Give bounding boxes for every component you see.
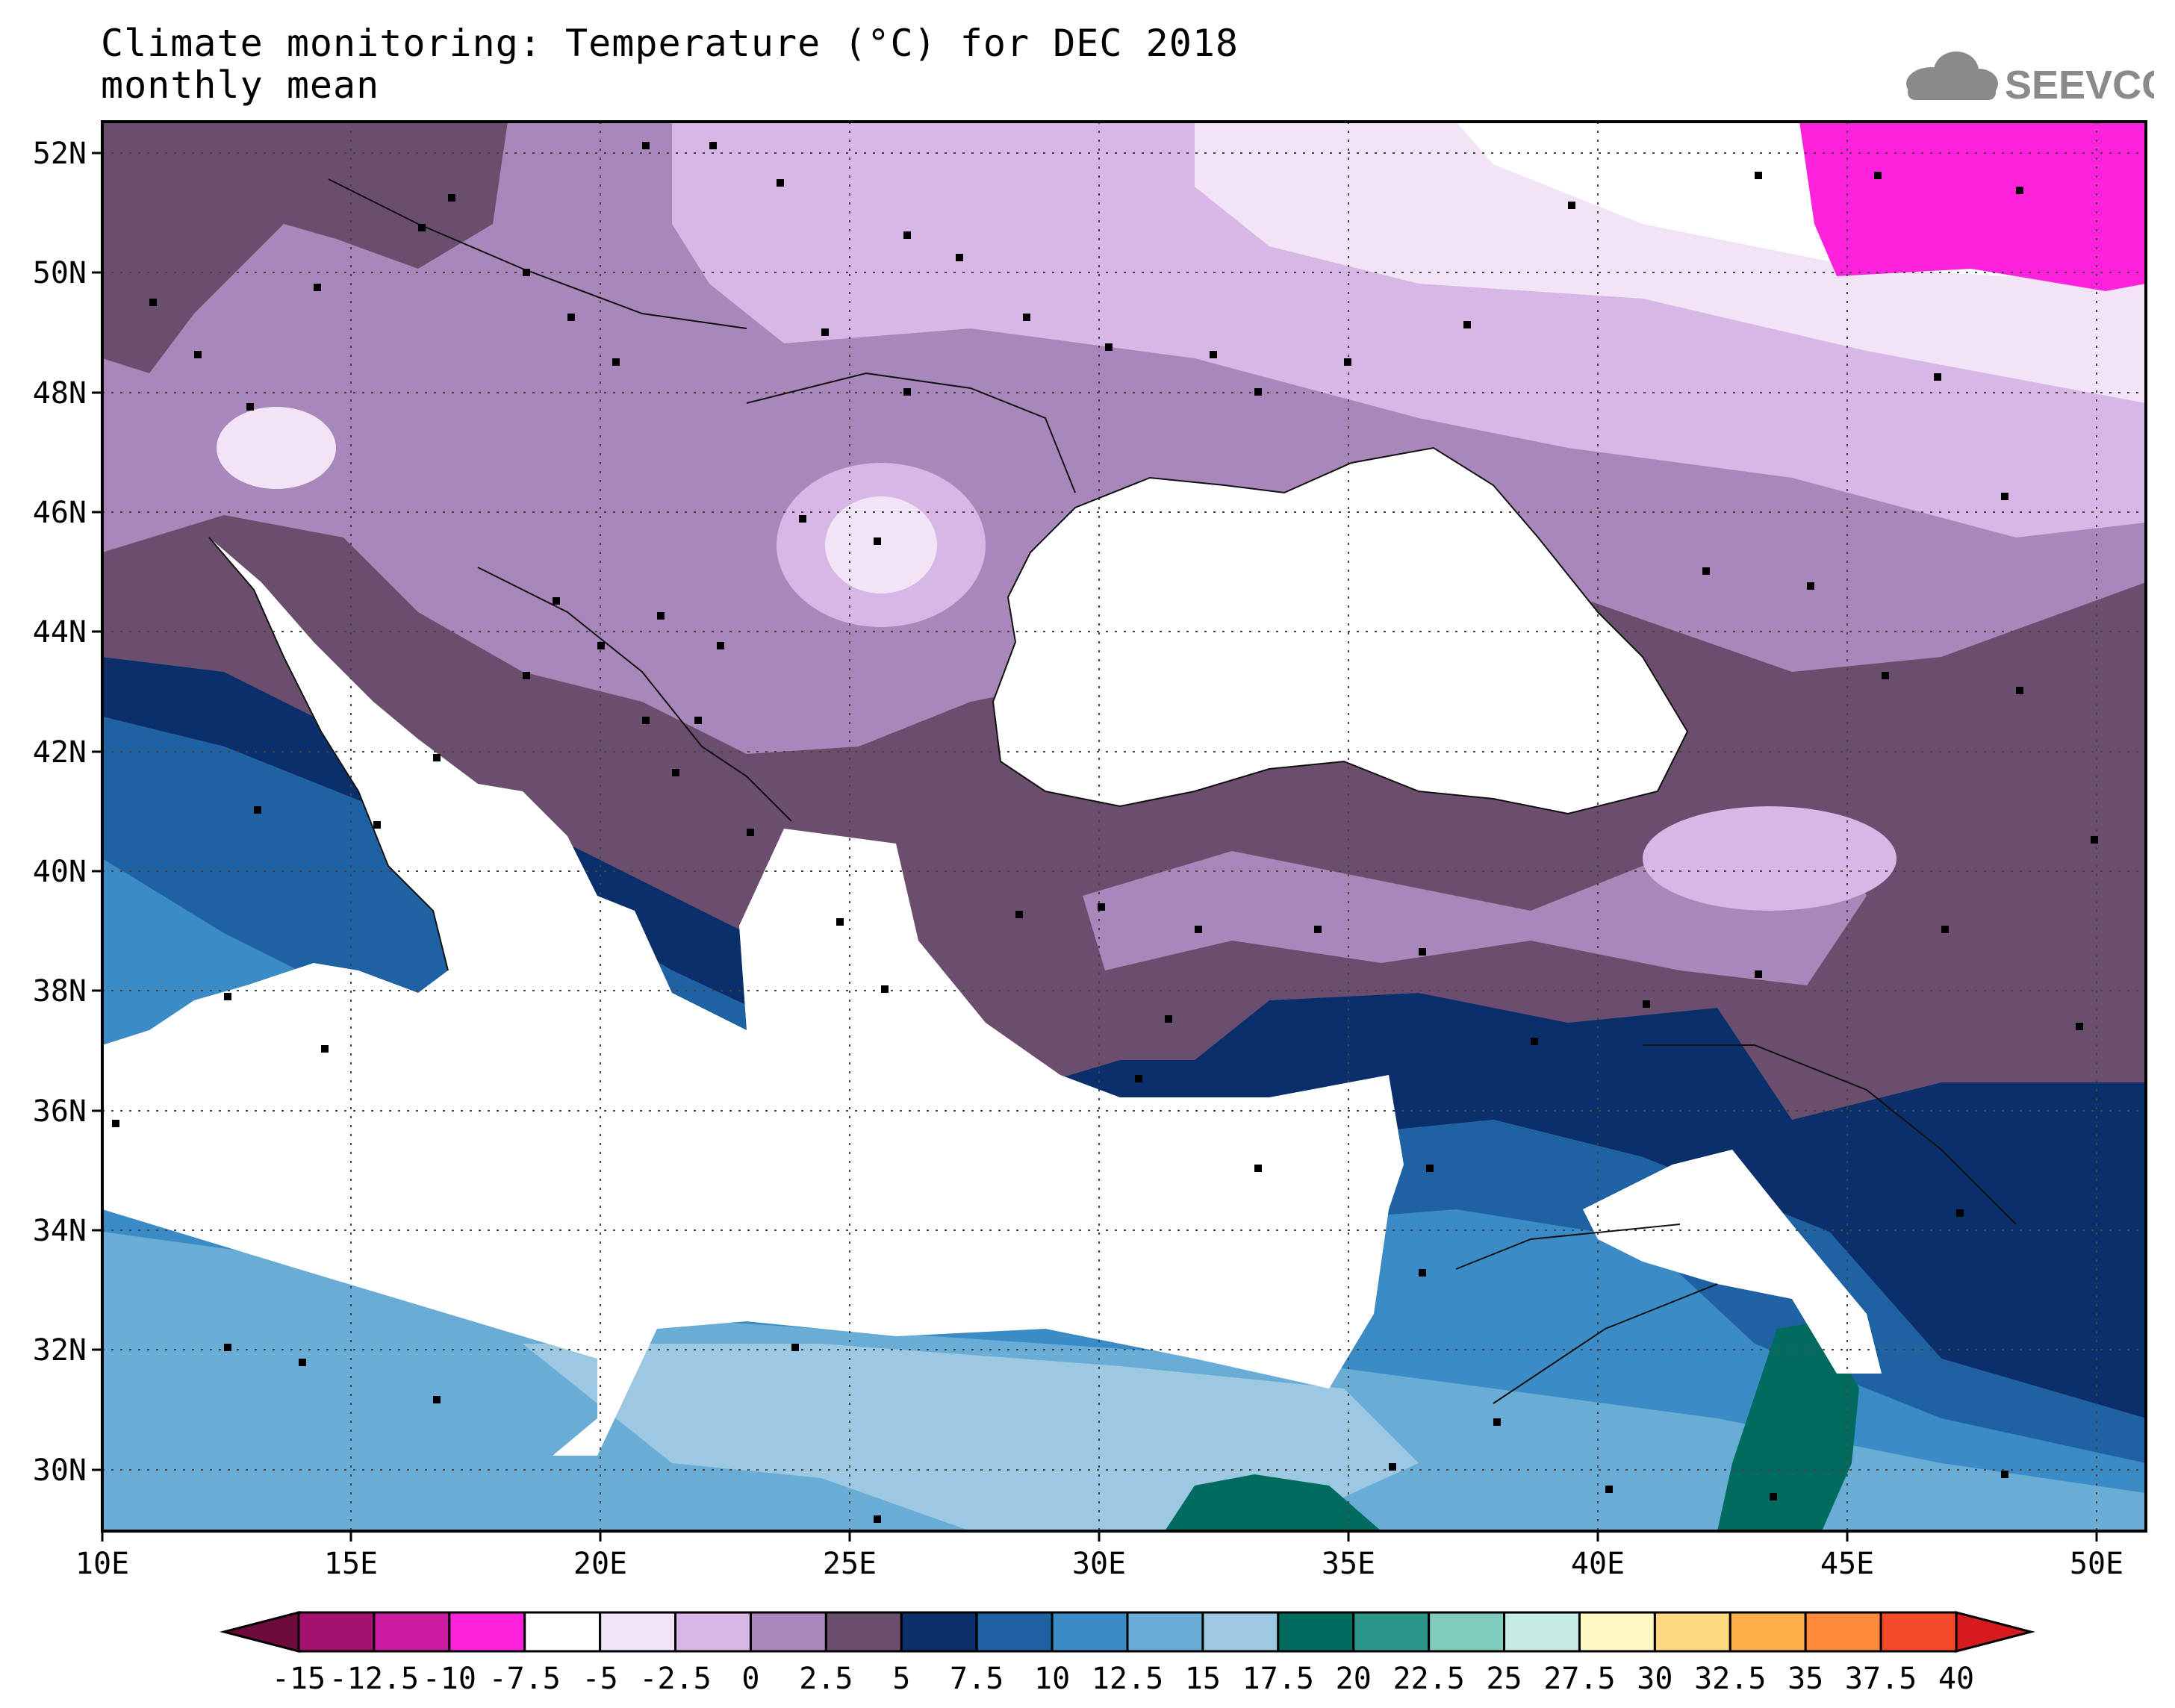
lat-label: 42N: [33, 735, 87, 770]
colorbar-box: [1428, 1611, 1506, 1653]
field-minus10-minus7.5: [1799, 122, 2146, 291]
longitude-labels: 10E 15E 20E 25E 30E 35E 40E 45E 50E: [75, 1531, 2123, 1581]
colorbar-label: 40: [1938, 1662, 1974, 1696]
map-subtitle: monthly mean: [101, 63, 380, 107]
syrian-desert-mask: [1583, 1150, 1882, 1374]
station-markers: [112, 142, 2098, 1523]
colorbar-box: [1879, 1611, 1958, 1653]
colorbar-arrow-left: [220, 1611, 300, 1653]
colorbar-label: 32.5: [1694, 1662, 1766, 1696]
colorbar-label: 35: [1787, 1662, 1823, 1696]
field-15-17.5: [523, 1344, 1419, 1531]
colorbar-label: 30: [1637, 1662, 1673, 1696]
lat-label: 52N: [33, 137, 87, 171]
logo-text: SEEVCCC: [2005, 63, 2154, 107]
graticule: [102, 122, 2146, 1531]
colorbar-label: -5: [582, 1662, 618, 1696]
lon-label: 25E: [823, 1547, 877, 1581]
lat-label: 36N: [33, 1094, 87, 1129]
field-2.5-5-west: [102, 122, 508, 373]
lat-label: 44N: [33, 615, 87, 649]
colorbar-box: [1804, 1611, 1882, 1653]
colorbar-box: [900, 1611, 978, 1653]
colorbar-box: [674, 1611, 752, 1653]
field-20-22.5-sinai: [1165, 1474, 1381, 1531]
colorbar-label: 12.5: [1092, 1662, 1163, 1696]
cloud-icon: [1906, 52, 1998, 100]
colorbar-label: -10: [423, 1662, 476, 1696]
lon-label: 40E: [1571, 1547, 1625, 1581]
colorbar-box: [749, 1611, 827, 1653]
colorbar-label: -2.5: [639, 1662, 711, 1696]
colorbar-box: [975, 1611, 1054, 1653]
colorbar-label: 27.5: [1543, 1662, 1615, 1696]
lon-label: 20E: [573, 1547, 627, 1581]
colorbar-box: [599, 1611, 677, 1653]
colorbar-label: 10: [1034, 1662, 1070, 1696]
lon-label: 15E: [324, 1547, 378, 1581]
lon-label: 50E: [2070, 1547, 2123, 1581]
seevccc-logo: SEEVCCC: [1906, 52, 2154, 107]
lon-label: 45E: [1820, 1547, 1874, 1581]
lat-label: 48N: [33, 376, 87, 411]
colorbar-box: [523, 1611, 602, 1653]
colorbar-label: 22.5: [1393, 1662, 1464, 1696]
lat-label: 38N: [33, 974, 87, 1009]
lat-label: 50N: [33, 256, 87, 290]
colorbar-label: 2.5: [799, 1662, 853, 1696]
lon-label: 30E: [1072, 1547, 1126, 1581]
colorbar-label: 25: [1486, 1662, 1522, 1696]
colorbar-box: [1352, 1611, 1431, 1653]
colorbar-label: 7.5: [950, 1662, 1004, 1696]
lon-label: 10E: [75, 1547, 129, 1581]
colorbar-label: -7.5: [489, 1662, 561, 1696]
field-armenian-highland: [1643, 806, 1896, 911]
colorbar-box: [448, 1611, 526, 1653]
colorbar-label: 5: [892, 1662, 910, 1696]
field-20-22.5-arabia: [1717, 1321, 1859, 1531]
colorbar-box: [1729, 1611, 1807, 1653]
latitude-labels: 52N 50N 48N 46N 44N 42N 40N 38N 36N 34N 32N 30N: [33, 137, 102, 1488]
colorbar-label: 15: [1185, 1662, 1221, 1696]
field-alps-cold: [217, 407, 336, 489]
lat-label: 46N: [33, 496, 87, 530]
colorbar-box: [373, 1611, 451, 1653]
colorbar-label: 37.5: [1845, 1662, 1917, 1696]
colorbar-label: -15: [272, 1662, 326, 1696]
colorbar-box: [1578, 1611, 1656, 1653]
field-5-7.5: [102, 582, 2146, 1418]
map-title: Climate monitoring: Temperature (°C) for…: [101, 22, 1239, 65]
lat-label: 32N: [33, 1333, 87, 1368]
colorbar-box: [1277, 1611, 1355, 1653]
colorbar-label: -12.5: [329, 1662, 419, 1696]
map-frame: [101, 120, 2147, 1533]
colorbar-arrow-right: [1955, 1611, 2035, 1653]
colorbar-box: [1653, 1611, 1731, 1653]
colorbar: -15 -12.5 -10 -7.5 -5 -2.5 0 2.5 5 7.5 10 12.5 15 17.…: [220, 1611, 2035, 1696]
lat-label: 30N: [33, 1453, 87, 1488]
lat-label: 40N: [33, 855, 87, 889]
colorbar-box: [824, 1611, 903, 1653]
colorbar-box: [1201, 1611, 1280, 1653]
lon-label: 35E: [1322, 1547, 1375, 1581]
mediterranean-sea-mask: [102, 537, 1404, 1456]
colorbar-label: 0: [741, 1662, 759, 1696]
colorbar-box: [1051, 1611, 1129, 1653]
colorbar-box: [297, 1611, 376, 1653]
colorbar-label: 17.5: [1242, 1662, 1314, 1696]
colorbar-box: [1503, 1611, 1581, 1653]
lat-label: 34N: [33, 1214, 87, 1248]
colorbar-label: 20: [1336, 1662, 1372, 1696]
colorbar-box: [1126, 1611, 1204, 1653]
